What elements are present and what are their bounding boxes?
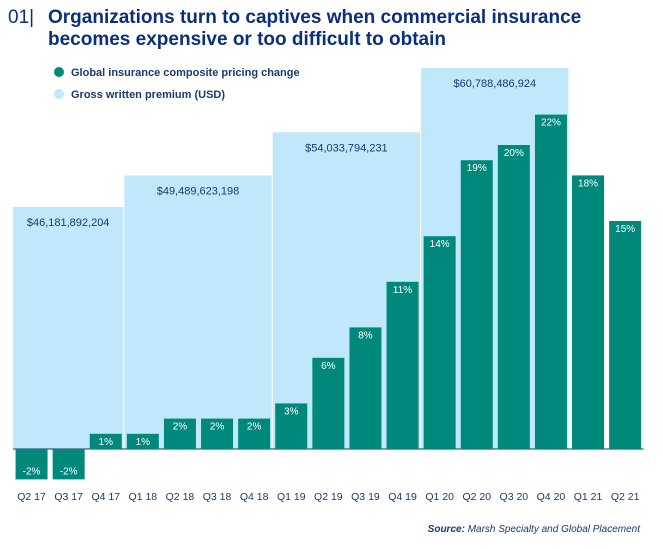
source-label: Source: <box>428 524 465 535</box>
bar-q3-20 <box>497 145 530 449</box>
bar-label-q1-20: 14% <box>430 239 450 250</box>
bar-q2-19 <box>312 357 345 449</box>
bar-q3-18 <box>201 418 234 449</box>
x-tick-label: Q1 21 <box>574 491 603 503</box>
bar-q3-19 <box>349 327 382 449</box>
bar-label-q3-20: 20% <box>504 148 524 159</box>
x-tick-label: Q2 18 <box>166 491 195 503</box>
legend-premium-marker <box>54 89 64 99</box>
chart-title-line-1: Organizations turn to captives when comm… <box>48 7 581 28</box>
legend: Global insurance composite pricing chang… <box>54 67 300 101</box>
x-tick-label: Q2 20 <box>462 491 491 503</box>
premium-block-label-4: $60,788,486,924 <box>454 78 537 90</box>
x-tick-label: Q1 18 <box>129 491 158 503</box>
bar-q1-18 <box>126 433 159 449</box>
bar-q2-17 <box>15 449 48 480</box>
x-tick-label: Q3 20 <box>500 491 529 503</box>
bar-label-q1-21: 18% <box>578 178 598 189</box>
x-tick-label: Q1 20 <box>425 491 454 503</box>
bar-label-q2-20: 19% <box>467 163 487 174</box>
x-tick-label: Q4 20 <box>537 491 566 503</box>
x-axis: Q2 17 Q3 17 Q4 17 Q1 18 Q2 18 Q3 18 Q4 18 Q1 19… <box>17 491 639 503</box>
bar-q1-21 <box>572 175 605 449</box>
bar-label-q4-20: 22% <box>541 118 561 129</box>
premium-block-label-2: $49,489,623,198 <box>157 186 240 198</box>
bar-label-q4-18: 2% <box>247 422 262 433</box>
x-tick-label: Q3 19 <box>351 491 380 503</box>
x-tick-label: Q2 17 <box>17 491 46 503</box>
bar-label-q1-19: 3% <box>284 406 299 417</box>
bar-q2-21 <box>609 221 642 449</box>
bar-q3-17 <box>52 449 85 480</box>
x-tick-label: Q1 19 <box>277 491 306 503</box>
x-tick-label: Q4 17 <box>91 491 120 503</box>
x-tick-label: Q2 21 <box>611 491 640 503</box>
legend-pricing-label: Global insurance composite pricing chang… <box>71 67 300 79</box>
bar-q2-20 <box>460 160 493 449</box>
bar-label-q4-19: 11% <box>393 285 412 296</box>
x-tick-label: Q4 18 <box>240 491 269 503</box>
bar-label-q2-21: 15% <box>615 224 635 235</box>
premium-block-label-1: $46,181,892,204 <box>27 217 110 229</box>
bar-label-q2-17: -2% <box>23 466 41 477</box>
x-tick-label: Q4 19 <box>388 491 417 503</box>
source-note: Source: Marsh Specialty and Global Place… <box>428 524 642 535</box>
bar-q2-18 <box>163 418 196 449</box>
premium-block-2 <box>124 175 272 449</box>
legend-premium-label: Gross written premium (USD) <box>71 89 225 101</box>
bar-label-q2-18: 2% <box>173 422 188 433</box>
bar-label-q3-19: 8% <box>358 330 373 341</box>
bars: -2% -2% 1% 1% 2% 2% 2% 3% 6% 8% 11% 14% 19% 20% 22% 18%… <box>13 114 644 480</box>
bar-q4-18 <box>238 418 271 449</box>
bar-label-q4-17: 1% <box>99 437 114 448</box>
chart-title-line-2: becomes expensive or too difficult to ob… <box>48 29 446 50</box>
bar-q1-19 <box>275 403 308 449</box>
x-tick-label: Q3 18 <box>203 491 232 503</box>
bar-label-q2-19: 6% <box>321 361 336 372</box>
source-text: Marsh Specialty and Global Placement <box>468 524 642 535</box>
bar-label-q3-18: 2% <box>210 422 225 433</box>
bar-label-q1-18: 1% <box>136 437 151 448</box>
bar-label-q3-17: -2% <box>60 466 78 477</box>
bar-q4-20 <box>534 114 567 449</box>
premium-block-label-3: $54,033,794,231 <box>305 142 388 154</box>
x-tick-label: Q3 17 <box>54 491 83 503</box>
bar-q4-19 <box>386 281 419 449</box>
bar-q1-20 <box>423 236 456 449</box>
legend-pricing-marker <box>54 67 64 77</box>
bar-q4-17 <box>89 433 122 449</box>
x-tick-label: Q2 19 <box>314 491 343 503</box>
title-number: 01| <box>8 7 34 28</box>
premium-block-1 <box>13 207 124 449</box>
